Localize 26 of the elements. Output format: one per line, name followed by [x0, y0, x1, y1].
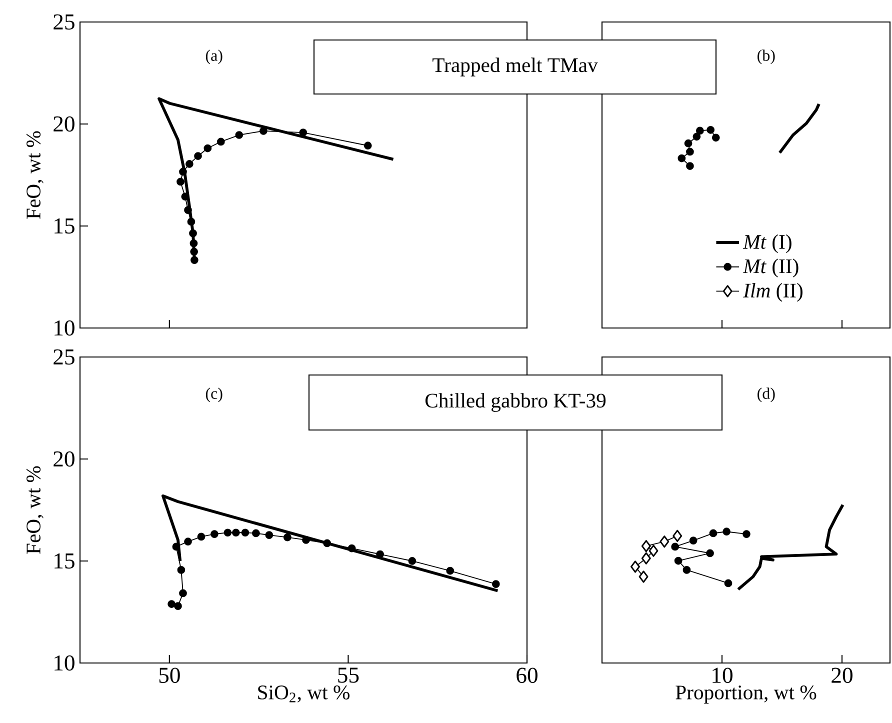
- y-tick-label: 15: [54, 218, 74, 234]
- y-axis-title: FeO, wt %: [26, 131, 44, 219]
- x-tick-label: 55: [338, 668, 359, 683]
- y-tick-label: 10: [54, 320, 74, 336]
- y-tick-label: 20: [54, 451, 74, 467]
- y-tick-label: 10: [54, 655, 74, 671]
- y-tick-label: 25: [54, 349, 74, 365]
- annotation: (a): [206, 50, 222, 64]
- x-tick-label: 10: [712, 668, 732, 683]
- y-tick-label: 25: [54, 14, 74, 30]
- annotation: (c): [206, 388, 222, 402]
- legend-label: Mt (II): [742, 258, 798, 278]
- annotation: (d): [758, 388, 775, 402]
- legend-label: Mt (I): [742, 234, 792, 254]
- legend-label: Ilm (II): [743, 283, 802, 302]
- x-tick-label: 20: [832, 668, 852, 683]
- x-axis-title: SiO$_{2}$, wt %: [258, 685, 350, 702]
- text: Chilled gabbro KT-39: [425, 393, 606, 412]
- x-tick-label: 60: [516, 668, 538, 683]
- text: Trapped melt TMav: [432, 58, 598, 76]
- y-axis-title: FeO, wt %: [26, 466, 44, 554]
- x-axis-title: Proportion, wt %: [676, 685, 816, 704]
- x-tick-label: 50: [159, 668, 180, 683]
- y-tick-label: 20: [54, 116, 74, 132]
- annotation: (b): [758, 50, 775, 64]
- y-tick-label: 15: [54, 553, 74, 569]
